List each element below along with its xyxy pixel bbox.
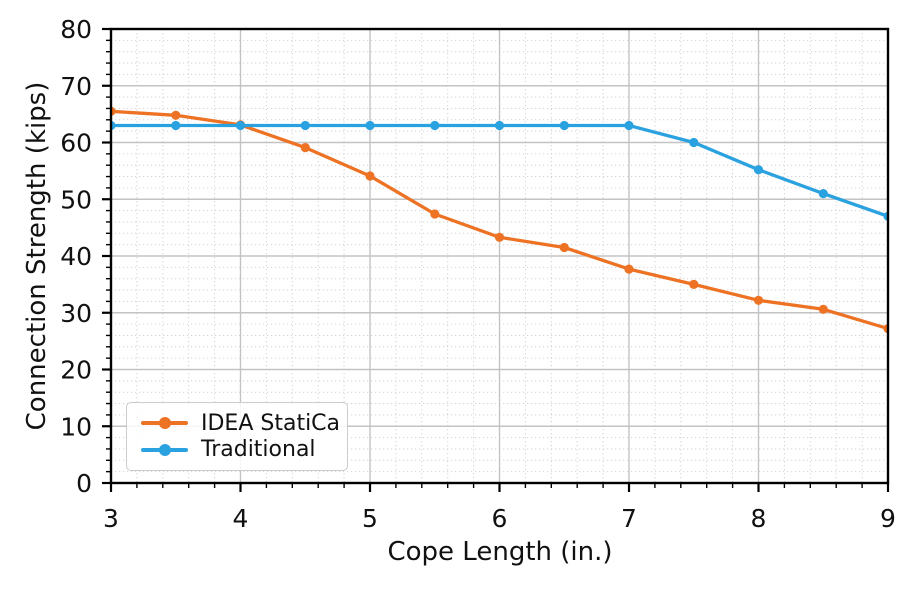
data-point — [171, 110, 181, 120]
data-point — [494, 120, 505, 131]
series-group — [111, 106, 888, 334]
y-axis-label: Connection Strength (kips) — [22, 81, 52, 431]
data-point — [559, 120, 569, 131]
data-point — [171, 120, 181, 131]
data-point — [753, 165, 764, 175]
data-point — [624, 264, 634, 274]
data-point — [818, 189, 828, 199]
y-tick-label: 0 — [76, 469, 92, 498]
legend-label-traditional: Traditional — [201, 437, 316, 463]
tick-labels: 3 4 5 6 7 8 9 0 10 20 30 40 50 60 70 80 — [60, 15, 896, 533]
y-tick-label: 60 — [60, 129, 92, 158]
x-tick-label: 7 — [621, 504, 637, 533]
data-point — [430, 209, 440, 219]
y-tick-label: 70 — [60, 72, 92, 101]
x-tick-label: 6 — [492, 504, 508, 533]
x-tick-label: 3 — [103, 504, 119, 533]
y-tick-label: 20 — [60, 356, 92, 385]
legend-item-traditional: Traditional — [141, 437, 333, 462]
x-axis-label: Cope Length (in.) — [387, 537, 613, 567]
data-point — [689, 279, 699, 289]
data-point — [300, 120, 310, 131]
y-tick-label: 50 — [60, 185, 92, 214]
x-tick-label: 4 — [233, 504, 249, 533]
y-tick-label: 80 — [60, 15, 92, 44]
data-point — [818, 304, 828, 314]
data-point — [494, 232, 505, 242]
data-point — [430, 120, 440, 131]
x-tick-label: 8 — [751, 504, 767, 533]
legend-item-idea-statica: IDEA StatiCa — [141, 411, 340, 436]
data-point — [300, 143, 310, 153]
legend-marker-icon — [158, 443, 171, 456]
legend-swatch-traditional — [141, 443, 188, 457]
legend-swatch-idea-statica — [141, 416, 188, 430]
legend-label-idea-statica: IDEA StatiCa — [201, 410, 341, 436]
legend-marker-icon — [158, 417, 171, 430]
legend: IDEA StatiCa Traditional — [126, 402, 348, 471]
plot-border — [109, 27, 890, 485]
data-point — [559, 242, 569, 253]
y-tick-label: 30 — [60, 299, 92, 328]
data-point — [689, 137, 699, 148]
data-point — [235, 120, 246, 131]
data-point — [753, 295, 764, 305]
data-point — [624, 120, 634, 131]
x-tick-label: 9 — [880, 504, 896, 533]
y-tick-label: 10 — [60, 412, 92, 441]
x-tick-label: 5 — [362, 504, 378, 533]
data-point — [365, 171, 375, 181]
data-point — [365, 120, 375, 131]
y-tick-label: 40 — [60, 242, 92, 271]
